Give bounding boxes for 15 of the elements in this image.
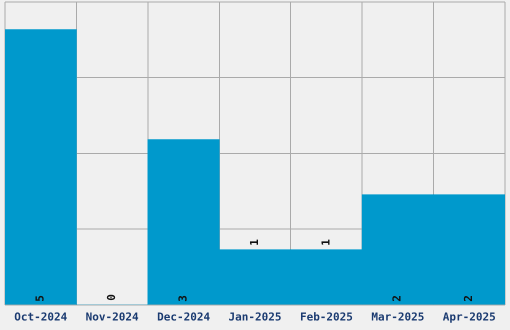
data-label: 3 (176, 295, 190, 302)
data-label: 0 (105, 294, 118, 301)
x-tick-label: Mar-2025 (371, 310, 424, 324)
data-label: 1 (248, 238, 261, 246)
x-tick-label: Nov-2024 (86, 310, 140, 324)
x-tick-label: Jan-2025 (228, 310, 282, 324)
data-label: 2 (390, 295, 404, 302)
data-label: 5 (34, 295, 47, 302)
x-tick-label: Dec-2024 (157, 310, 210, 324)
data-label: 2 (462, 295, 476, 302)
data-label: 1 (319, 238, 332, 246)
x-tick-label: Oct-2024 (14, 310, 68, 324)
x-tick-label: Feb-2025 (300, 310, 353, 324)
x-tick-label: Apr-2025 (442, 310, 496, 324)
bar (5, 29, 77, 305)
